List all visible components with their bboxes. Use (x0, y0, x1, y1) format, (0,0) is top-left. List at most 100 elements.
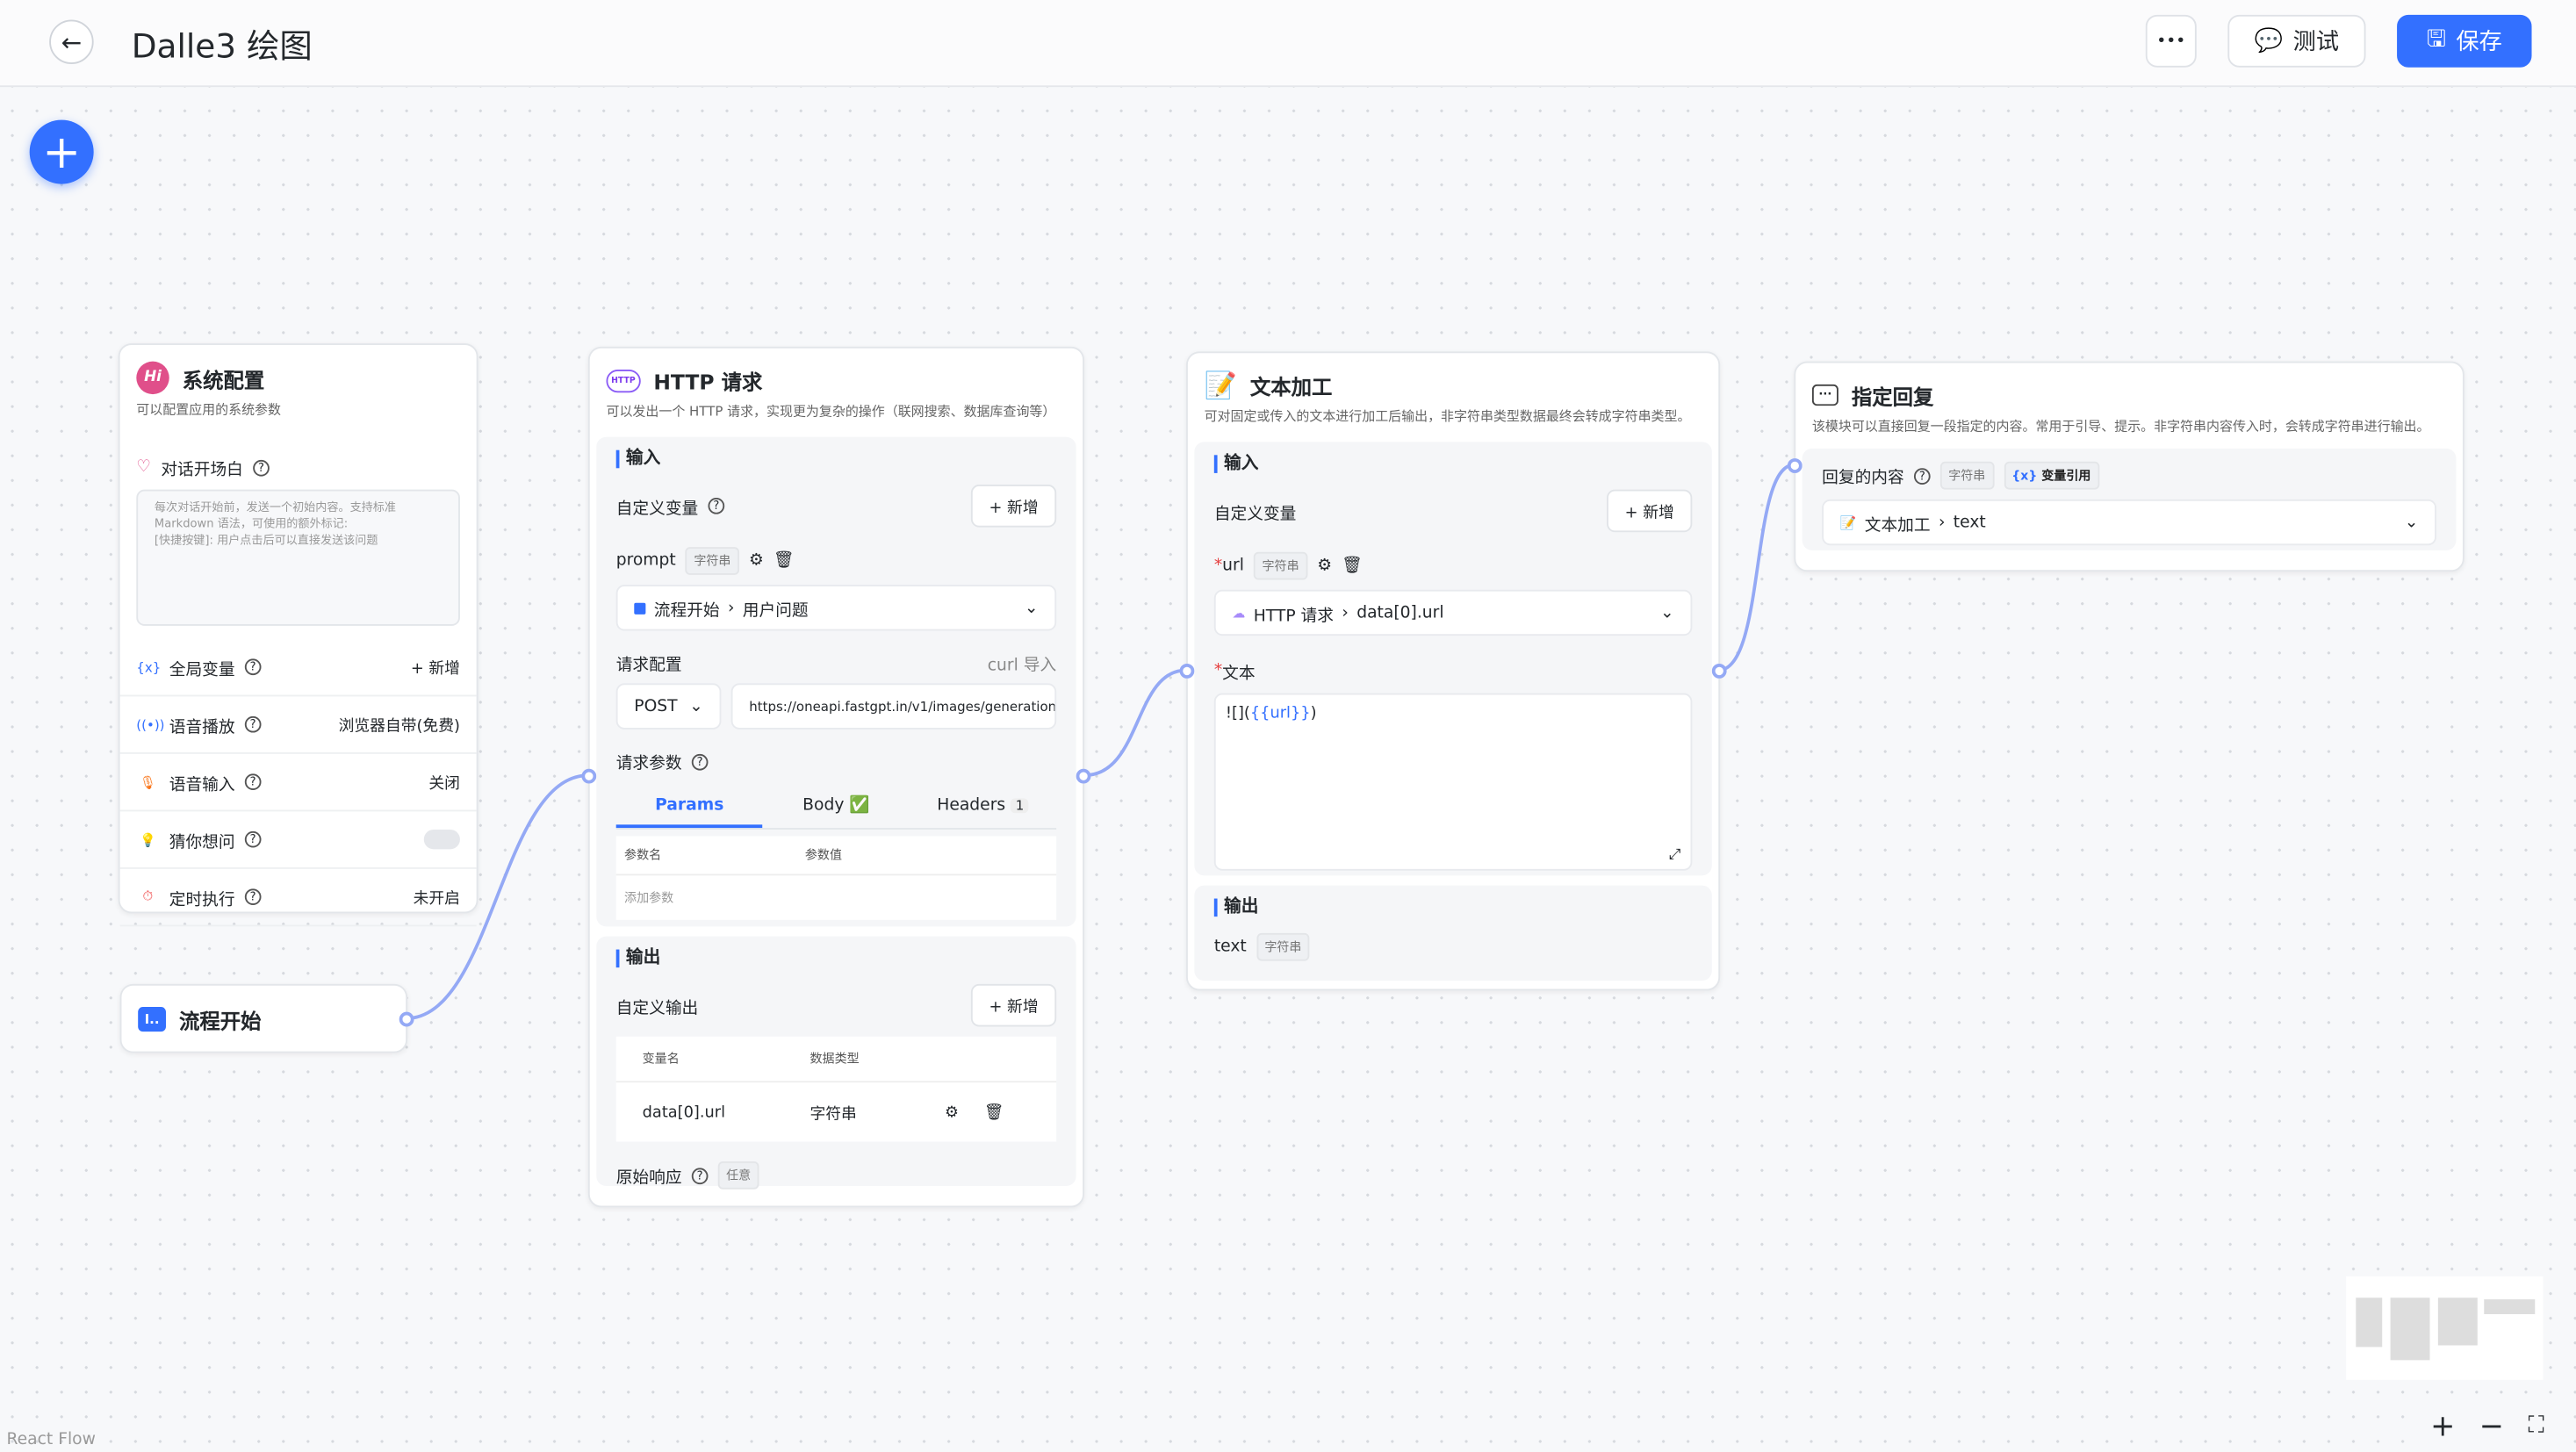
react-flow-attribution[interactable]: React Flow (6, 1430, 96, 1449)
gear-icon[interactable]: ⚙ (1317, 557, 1332, 575)
http-request-node[interactable]: HTTP HTTP 请求 可以发出一个 HTTP 请求，实现更为复杂的操作（联网搜… (581, 346, 1091, 1208)
ref-node: 流程开始 (653, 601, 720, 621)
system-row[interactable]: {x} 全局变量? + 新增 (119, 639, 477, 697)
var-name: url (1222, 557, 1244, 575)
add-output-button[interactable]: + 新增 (970, 983, 1057, 1027)
zoom-in-icon[interactable]: + (2430, 1408, 2456, 1443)
input-handle[interactable] (1179, 663, 1195, 679)
input-handle[interactable] (581, 768, 597, 784)
chevron-down-icon: ⌄ (689, 697, 703, 715)
tab-label: Headers (937, 796, 1006, 816)
speaker-icon: ((•)) (136, 716, 165, 732)
variable-ref-tag[interactable]: {x} 变量引用 (2003, 461, 2099, 490)
curl-import-link[interactable]: curl 导入 (987, 657, 1057, 676)
node-title: 指定回复 (1851, 384, 1934, 409)
workflow-start-node[interactable]: I.. 流程开始 (119, 983, 414, 1053)
input-handle[interactable] (1787, 458, 1802, 473)
edit-doc-icon: 📝 (1204, 370, 1237, 401)
save-button[interactable]: 🖫 保存 (2397, 14, 2532, 68)
http-cloud-icon: ☁ (1232, 605, 1246, 621)
trash-icon[interactable]: 🗑 (1342, 557, 1363, 575)
tab-headers[interactable]: Headers 1 (910, 787, 1056, 828)
node-title: 流程开始 (178, 1008, 262, 1033)
clock-icon: ⏱ (142, 888, 154, 904)
bulb-icon: 💡 (140, 831, 156, 847)
more-button[interactable]: ••• (2145, 14, 2197, 68)
trash-icon[interactable]: 🗑 (983, 1103, 1004, 1122)
system-row[interactable]: 🎙 语音输入? 关闭 (119, 754, 477, 812)
chat-bubble-icon: ··· (1811, 384, 1838, 406)
params-label: 请求参数 (615, 755, 682, 774)
text-content: ![]( (1225, 704, 1250, 723)
col-header: 数据类型 (809, 1051, 860, 1067)
tab-badge: 1 (1011, 798, 1029, 814)
type-tag: 任意 (717, 1161, 759, 1190)
heart-chat-icon: ♡ (136, 458, 152, 477)
output-handle[interactable] (1076, 768, 1091, 784)
text-processing-node[interactable]: 📝 文本加工 可对固定或传入的文本进行加工后输出，非字符串类型数据最终会转成字符串… (1179, 351, 1727, 991)
ref-field: text (1953, 513, 1986, 532)
fixed-reply-node[interactable]: ··· 指定回复 该模块可以直接回复一段指定的内容。常用于引导、提示。非字符串内容… (1787, 361, 2464, 572)
toggle-switch[interactable] (423, 829, 460, 850)
trash-icon[interactable]: 🗑 (774, 551, 795, 571)
minimap[interactable] (2346, 1276, 2544, 1380)
hi-logo-icon: Hi (136, 361, 169, 395)
row-value[interactable]: 关闭 (428, 775, 460, 794)
table-row: data[0].url 字符串 ⚙ 🗑 (616, 1082, 1056, 1141)
chevron-right-icon: › (1342, 603, 1349, 622)
gear-icon[interactable]: ⚙ (749, 551, 764, 571)
text-variable: {{url}} (1249, 704, 1311, 723)
row-label: 语音播放 (169, 718, 235, 737)
chevron-right-icon: › (1938, 513, 1946, 532)
add-var-button[interactable]: + 新增 (1607, 489, 1693, 533)
output-handle[interactable] (399, 1011, 414, 1027)
system-row[interactable]: ((•)) 语音播放? 浏览器自带(免费) (119, 696, 477, 754)
method-select[interactable]: POST ⌄ (615, 683, 722, 730)
back-button[interactable]: ← (49, 19, 94, 64)
expand-icon[interactable]: ⤢ (1668, 847, 1681, 865)
ref-node: 文本加工 (1864, 516, 1931, 536)
start-icon (634, 601, 646, 614)
reply-ref-select[interactable]: 📝 文本加工 › text ⌄ (1822, 499, 2436, 546)
tab-params[interactable]: Params (615, 787, 763, 829)
system-config-node[interactable]: Hi 系统配置 可以配置应用的系统参数 ♡ 对话开场白? 每次对话开始前，发送一个初… (118, 343, 479, 927)
zoom-out-icon[interactable]: − (2479, 1408, 2505, 1443)
string-type-tag[interactable]: 字符串 (1939, 461, 1994, 490)
text-editor[interactable]: ![]({{url}}) ⤢ (1213, 693, 1693, 871)
test-button[interactable]: 💬 测试 (2227, 14, 2366, 68)
row-value[interactable]: 未开启 (413, 890, 460, 909)
type-tag: 字符串 (1256, 932, 1310, 961)
col-header: 参数名 (624, 847, 662, 863)
url-input[interactable]: https://oneapi.fastgpt.in/v1/images/gene… (730, 683, 1057, 730)
opening-textarea[interactable]: 每次对话开始前，发送一个初始内容。支持标准 Markdown 语法，可使用的额外… (136, 489, 460, 626)
tab-label: Body ✅ (802, 796, 870, 816)
var-ref-select[interactable]: ☁ HTTP 请求 › data[0].url ⌄ (1213, 589, 1693, 636)
test-label: 测试 (2292, 29, 2340, 56)
system-row[interactable]: ⏱ 定时执行? 未开启 (119, 869, 477, 927)
type-tag: 字符串 (685, 547, 739, 575)
row-value[interactable]: 浏览器自带(免费) (338, 717, 460, 737)
output-handle[interactable] (1711, 663, 1727, 679)
fit-view-icon[interactable]: ⛶ (2528, 1412, 2544, 1440)
node-desc: 可以配置应用的系统参数 (136, 402, 281, 418)
help-icon: ? (244, 773, 262, 791)
custom-var-label: 自定义变量 (615, 500, 699, 519)
output-section-title: 输出 (615, 949, 1056, 968)
tab-body[interactable]: Body ✅ (763, 787, 910, 828)
add-param-row[interactable]: 添加参数 (624, 890, 674, 906)
gear-icon[interactable]: ⚙ (944, 1103, 959, 1122)
tab-label: Params (655, 796, 724, 816)
help-icon: ? (244, 715, 262, 733)
help-icon: ? (244, 658, 262, 676)
edge-text-reply (1718, 463, 1795, 672)
add-node-button[interactable]: + (29, 119, 94, 184)
node-desc: 可对固定或传入的文本进行加工后输出，非字符串类型数据最终会转成字符串类型。 (1204, 408, 1691, 424)
text-label: 文本 (1222, 665, 1256, 684)
var-ref-select[interactable]: 流程开始 › 用户问题 ⌄ (615, 585, 1057, 631)
row-value[interactable]: + 新增 (410, 660, 460, 679)
add-var-button[interactable]: + 新增 (970, 485, 1057, 528)
out-name: text (1213, 938, 1247, 957)
system-row[interactable]: 💡 猜你想问? (119, 811, 477, 869)
help-icon: ? (244, 888, 262, 906)
chat-icon: 💬 (2254, 27, 2284, 54)
